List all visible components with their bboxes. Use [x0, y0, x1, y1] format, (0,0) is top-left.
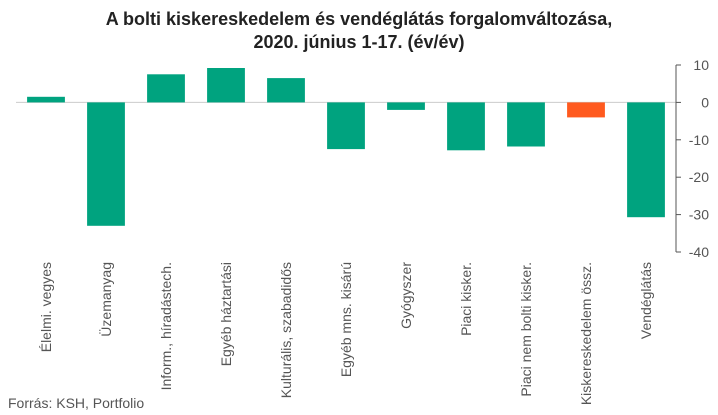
category-label-8: Piaci nem bolti kisker. — [518, 262, 534, 397]
y-tick-label-4: -30 — [689, 207, 709, 223]
bars-group — [16, 68, 676, 226]
category-label-4: Kulturális, szabadidős — [278, 262, 294, 398]
source-note: Forrás: KSH, Portfolio — [8, 395, 145, 411]
bar-0 — [27, 96, 65, 103]
y-tick-label-3: -20 — [689, 169, 709, 185]
bar-6 — [387, 102, 425, 110]
bar-2 — [147, 74, 185, 103]
bar-9 — [567, 102, 605, 118]
y-tick-label-1: 0 — [701, 94, 709, 110]
bar-5 — [327, 102, 365, 150]
bar-8 — [507, 102, 545, 147]
chart-title: A bolti kiskereskedelem és vendéglátás f… — [0, 8, 718, 54]
category-labels: Élelmi. vegyes Üzemanyag Inform., híradást… — [38, 262, 654, 405]
chart-title-line-1: A bolti kiskereskedelem és vendéglátás f… — [105, 9, 613, 29]
bar-4 — [267, 78, 305, 103]
category-label-9: Kiskereskedelem össz. — [578, 262, 594, 405]
bar-1 — [87, 102, 125, 226]
y-tick-label-0: 10 — [693, 57, 709, 73]
category-label-6: Gyógyszer — [398, 262, 414, 329]
y-tick-label-2: -10 — [689, 132, 709, 148]
bar-7 — [447, 102, 485, 151]
category-label-0: Élelmi. vegyes — [38, 262, 54, 352]
bar-10 — [627, 102, 665, 218]
y-tick-label-5: -40 — [689, 244, 709, 260]
category-label-3: Egyéb háztartási — [218, 262, 234, 366]
category-label-5: Egyéb mns. kisárú — [338, 262, 354, 377]
y-axis: 10 0 -10 -20 -30 -40 — [675, 57, 709, 260]
category-label-10: Vendéglátás — [638, 262, 654, 339]
chart-title-line-2: 2020. június 1-17. (év/év) — [253, 32, 465, 52]
category-label-2: Inform., híradástech. — [158, 262, 174, 390]
category-label-1: Üzemanyag — [97, 262, 114, 337]
category-label-7: Piaci kisker. — [458, 262, 474, 336]
bar-3 — [207, 68, 245, 103]
